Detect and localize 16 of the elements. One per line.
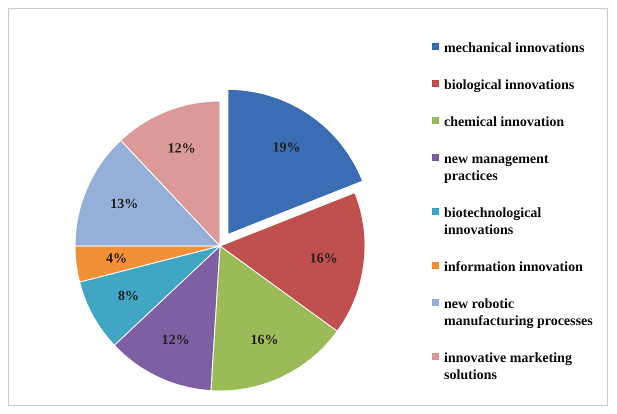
legend-label: biological innovations [444, 78, 575, 92]
legend-label: biotechnological innovations [444, 206, 542, 238]
data-label: 13% [110, 197, 138, 212]
legend-label: chemical innovation [444, 114, 564, 130]
legend-label: new management practices [444, 152, 549, 184]
legend-label: new robotic manufacturing processes [444, 296, 594, 328]
legend-label: information innovation [444, 260, 584, 274]
legend-label: mechanical innovations [444, 40, 585, 56]
data-label: 4% [106, 252, 127, 267]
data-label: 19% [272, 140, 301, 156]
data-label: 12% [162, 332, 190, 348]
data-label: 12% [168, 141, 196, 156]
legend-label: innovative marketing solutions [444, 350, 572, 382]
data-label: 8% [118, 288, 140, 304]
data-label: 16% [250, 332, 278, 348]
data-label: 16% [310, 252, 338, 267]
